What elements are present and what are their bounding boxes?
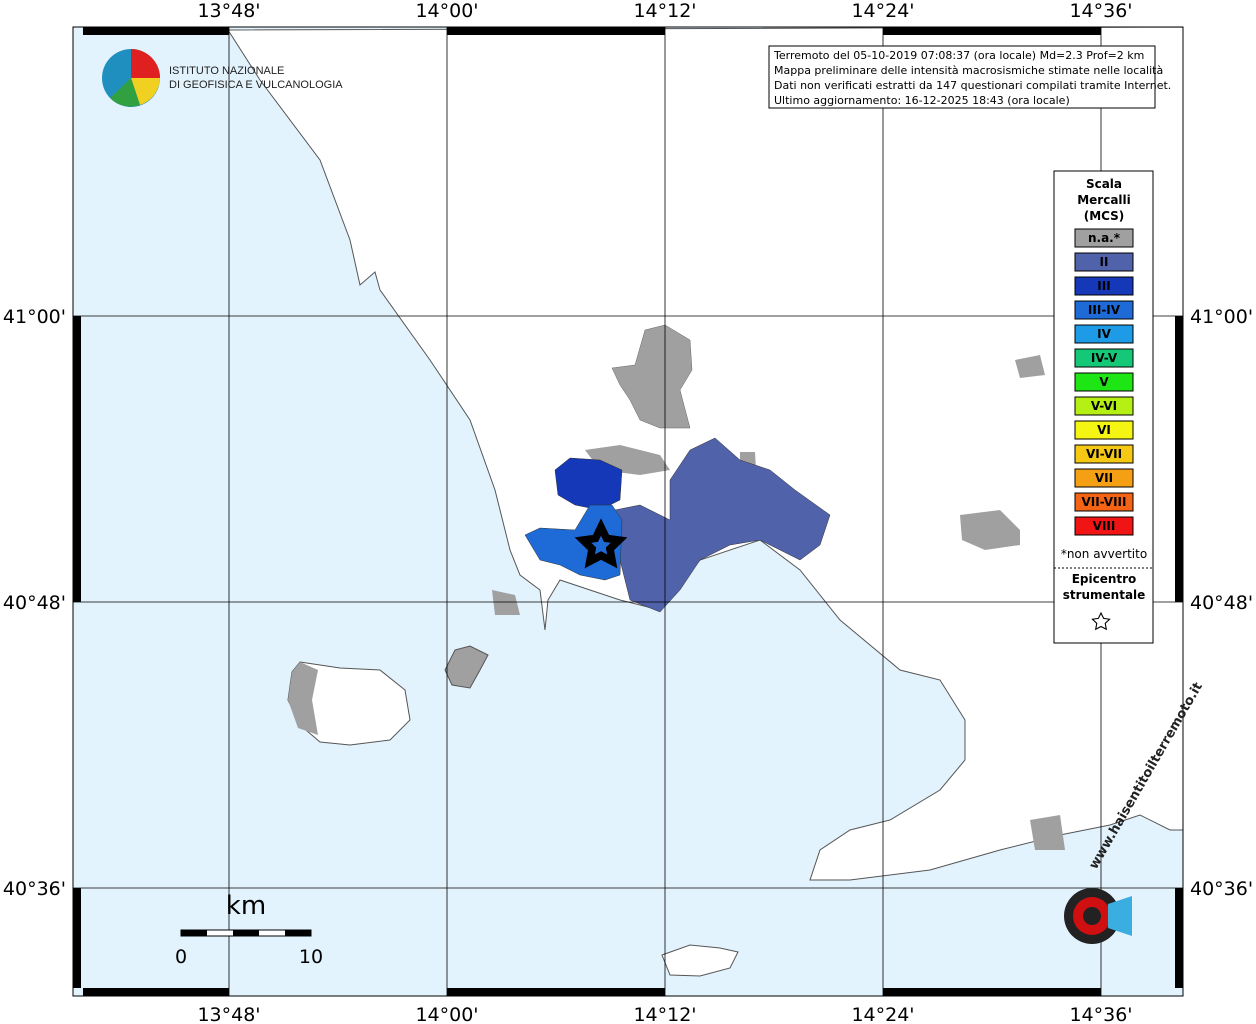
legend-swatch — [1074, 468, 1134, 488]
legend-label: IV-V — [1091, 351, 1118, 365]
logo-text: DI GEOFISICA E VULCANOLOGIA — [169, 79, 343, 91]
legend-epicenter: strumentale — [1063, 588, 1146, 602]
scale-tick: 10 — [299, 946, 323, 968]
legend-title: Mercalli — [1077, 193, 1131, 207]
legend-label: V-VI — [1091, 399, 1117, 413]
legend-title: Scala — [1086, 177, 1122, 191]
lon-label: 13°48' — [197, 0, 260, 22]
logo: ISTITUTO NAZIONALE DI GEOFISICA E VULCAN… — [102, 49, 343, 107]
scale-bar: km 0 10 — [175, 891, 323, 968]
logo-text: ISTITUTO NAZIONALE — [169, 65, 284, 77]
graticule — [73, 27, 1183, 996]
legend-label: V — [1099, 375, 1109, 389]
legend-star — [1091, 611, 1111, 631]
lat-label: 40°36' — [3, 878, 66, 900]
legend-swatch — [1074, 372, 1134, 392]
legend-label: VII-VIII — [1081, 495, 1126, 509]
scale-tick: 0 — [175, 946, 187, 968]
legend-label: VIII — [1093, 519, 1116, 533]
lon-label: 14°24' — [851, 1004, 914, 1024]
legend-label: IV — [1097, 327, 1111, 341]
info-line: Ultimo aggiornamento: 16-12-2025 18:43 (… — [774, 94, 1070, 107]
legend-swatch — [1074, 516, 1134, 536]
lon-label: 14°12' — [633, 1004, 696, 1024]
capri — [661, 944, 739, 977]
legend-epicenter: Epicentro — [1072, 572, 1137, 586]
lon-label: 13°48' — [197, 1004, 260, 1024]
lon-label: 14°36' — [1069, 0, 1132, 22]
ischia-area — [288, 662, 318, 735]
legend-label: VII — [1095, 471, 1113, 485]
ischia — [287, 661, 411, 746]
legend-swatch — [1074, 228, 1134, 248]
lat-label: 40°36' — [1190, 878, 1253, 900]
lon-label: 14°36' — [1069, 1004, 1132, 1024]
area-ii — [614, 437, 831, 613]
na-area — [611, 324, 693, 429]
scale-unit: km — [226, 891, 266, 921]
lat-label: 40°48' — [1190, 592, 1253, 614]
info-box — [768, 45, 1156, 109]
lat-label: 40°48' — [3, 592, 66, 614]
legend-label: n.a.* — [1088, 231, 1121, 245]
procida — [444, 645, 489, 689]
lon-label: 14°12' — [633, 0, 696, 22]
legend-swatch — [1074, 444, 1134, 464]
epicenter-star — [574, 518, 628, 569]
legend-note: *non avvertito — [1061, 547, 1147, 561]
legend-label: VI — [1097, 423, 1111, 437]
frame-bars — [73, 27, 1183, 996]
legend-swatch — [1074, 420, 1134, 440]
info-line: Terremoto del 05-10-2019 07:08:37 (ora l… — [773, 49, 1144, 62]
legend-label: III — [1097, 279, 1110, 293]
legend-title: (MCS) — [1084, 209, 1125, 223]
legend-label: VI-VII — [1086, 447, 1122, 461]
lat-label: 41°00' — [1190, 306, 1253, 328]
legend: ScalaMercalli(MCS)n.a.*IIIIIIII-IVIVIV-V… — [1053, 170, 1154, 644]
legend-swatch — [1074, 300, 1134, 320]
legend-label: III-IV — [1088, 303, 1121, 317]
lat-label: 41°00' — [3, 306, 66, 328]
legend-swatch — [1074, 492, 1134, 512]
lon-label: 14°24' — [851, 0, 914, 22]
legend-label: II — [1100, 255, 1109, 269]
lon-label: 14°00' — [415, 0, 478, 22]
info-line: Mappa preliminare delle intensità macros… — [774, 64, 1163, 77]
info-line: Dati non verificati estratti da 147 ques… — [774, 79, 1171, 92]
legend-swatch — [1074, 276, 1134, 296]
legend-swatch — [1074, 348, 1134, 368]
legend-swatch — [1074, 396, 1134, 416]
area-iii — [554, 457, 623, 511]
legend-swatch — [1074, 324, 1134, 344]
lon-label: 14°00' — [415, 1004, 478, 1024]
legend-swatch — [1074, 252, 1134, 272]
